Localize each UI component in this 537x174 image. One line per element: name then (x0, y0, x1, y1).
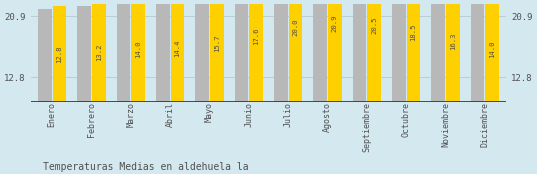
Bar (38, 9, 52, 102)
Bar (485, 0, 499, 102)
Bar (195, 0, 209, 102)
Bar (249, 0, 263, 102)
Bar (210, 0, 223, 102)
Bar (235, 0, 249, 102)
Bar (171, 0, 184, 102)
Text: 16.3: 16.3 (450, 32, 456, 50)
Text: 12.8: 12.8 (56, 45, 62, 63)
Bar (53, 6, 67, 102)
Text: 15.7: 15.7 (214, 34, 220, 52)
Text: 20.0: 20.0 (293, 18, 299, 36)
Text: 14.4: 14.4 (175, 39, 180, 57)
Text: Temperaturas Medias en aldehuela la: Temperaturas Medias en aldehuela la (43, 162, 249, 172)
Bar (131, 0, 145, 102)
Bar (367, 0, 381, 102)
Bar (92, 3, 106, 102)
Text: 20.9: 20.9 (332, 15, 338, 32)
Bar (314, 0, 327, 102)
Bar (328, 0, 342, 102)
Bar (407, 0, 420, 102)
Text: 17.6: 17.6 (253, 27, 259, 45)
Bar (470, 0, 484, 102)
Bar (446, 0, 460, 102)
Bar (274, 0, 288, 102)
Text: 14.0: 14.0 (135, 41, 141, 58)
Text: 13.2: 13.2 (96, 44, 102, 61)
Bar (117, 0, 130, 102)
Bar (392, 0, 406, 102)
Text: 14.0: 14.0 (489, 41, 495, 58)
Text: 20.5: 20.5 (371, 16, 377, 34)
Bar (288, 0, 302, 102)
Bar (156, 0, 170, 102)
Text: 18.5: 18.5 (410, 24, 417, 41)
Bar (77, 6, 91, 102)
Bar (431, 0, 445, 102)
Bar (353, 0, 366, 102)
